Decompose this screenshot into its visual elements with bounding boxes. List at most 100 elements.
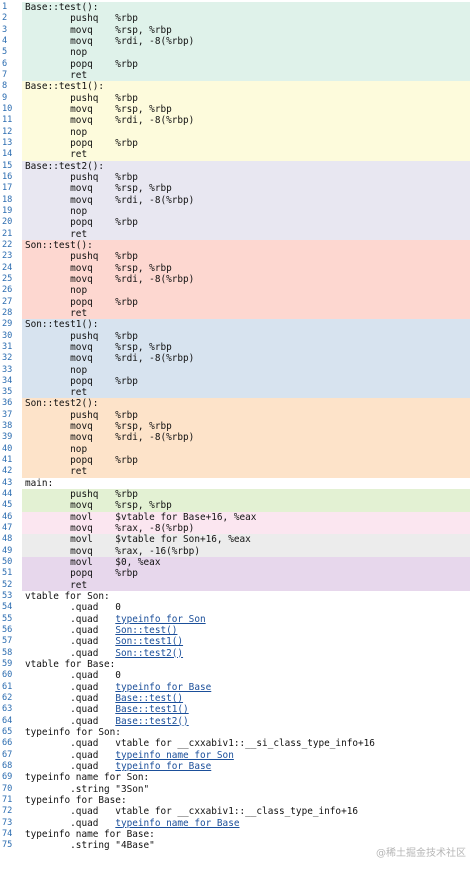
line-number: 7: [2, 69, 8, 80]
code-line: 60 .quad 0: [0, 670, 474, 681]
line-number: 42: [2, 466, 13, 477]
symbol-link[interactable]: Base::test2(): [115, 715, 189, 727]
line-number: 25: [2, 273, 13, 284]
code-line: 48 movl $vtable for Son+16, %eax: [0, 534, 474, 546]
code-text: Son::test1():: [22, 319, 470, 331]
code-line: 41 popq %rbp: [0, 455, 474, 467]
line-number: 24: [2, 262, 13, 273]
line-number: 3: [2, 24, 8, 35]
code-line: 44 pushq %rbp: [0, 489, 474, 501]
code-prefix: .quad: [25, 613, 116, 625]
code-line: 58 .quad Son::test2(): [0, 648, 474, 659]
code-text-with-link: .quad Base::test1(): [22, 704, 470, 715]
code-line: 45 movq %rsp, %rbp: [0, 500, 474, 512]
code-text: movl $vtable for Base+16, %eax: [22, 511, 470, 524]
code-line: 74 typeinfo name for Base:: [0, 829, 474, 840]
code-text: movl $vtable for Son+16, %eax: [22, 534, 470, 546]
line-number: 36: [2, 398, 13, 409]
code-line: 19 nop: [0, 205, 474, 218]
code-text: .string "4Base": [25, 840, 155, 852]
code-prefix: .quad: [25, 760, 116, 772]
code-line: 51 popq %rbp: [0, 568, 474, 580]
line-number: 17: [2, 183, 13, 194]
code-text: Son::test():: [22, 239, 470, 252]
code-text-with-link: .quad typeinfo for Base: [22, 682, 470, 693]
symbol-link[interactable]: typeinfo name for Base: [115, 817, 240, 829]
code-text: movq %rdi, -8(%rbp): [22, 432, 470, 444]
code-prefix: .quad: [25, 636, 116, 648]
line-number: 33: [2, 364, 13, 375]
code-text-with-link: .quad Son::test1(): [22, 636, 470, 647]
line-number: 64: [2, 715, 13, 726]
line-number: 38: [2, 421, 13, 432]
line-number: 69: [2, 772, 13, 783]
code-prefix: .quad: [25, 681, 116, 693]
code-line: 35 ret: [0, 387, 474, 399]
code-line: 38 movq %rsp, %rbp: [0, 421, 474, 433]
code-line: 12 nop: [0, 126, 474, 138]
code-text: pushq %rbp: [22, 489, 470, 501]
code-line: 64 .quad Base::test2(): [0, 716, 474, 727]
line-number: 31: [2, 341, 13, 352]
code-text: movq %rsp, %rbp: [22, 341, 470, 354]
line-number: 16: [2, 171, 13, 182]
line-number: 52: [2, 579, 13, 590]
line-number: 58: [2, 647, 13, 658]
code-line: 46 movl $vtable for Base+16, %eax: [0, 511, 474, 524]
code-text: movq %rsp, %rbp: [22, 183, 470, 195]
line-number: 14: [2, 149, 13, 160]
code-text-with-link: .quad Son::test(): [22, 625, 470, 636]
code-text: movq %rsp, %rbp: [22, 500, 470, 512]
code-line: 49 movq %rax, -16(%rbp): [0, 545, 474, 558]
line-number: 5: [2, 47, 8, 58]
code-line: 33 nop: [0, 364, 474, 376]
code-line: 72 .quad vtable for __cxxabiv1::__class_…: [0, 806, 474, 817]
code-line: 69 typeinfo name for Son:: [0, 772, 474, 783]
line-number: 47: [2, 523, 13, 534]
code-line: 68 .quad typeinfo for Base: [0, 761, 474, 772]
code-text: nop: [22, 364, 470, 376]
code-text: popq %rbp: [22, 296, 470, 308]
line-number: 72: [2, 806, 13, 817]
code-line: 1 Base::test():: [0, 2, 474, 14]
symbol-link[interactable]: typeinfo for Son: [115, 613, 206, 625]
code-line: 59 vtable for Base:: [0, 659, 474, 670]
line-number: 71: [2, 794, 13, 805]
code-line: 30 pushq %rbp: [0, 330, 474, 342]
line-number: 54: [2, 602, 13, 613]
code-line: 55 .quad typeinfo for Son: [0, 614, 474, 625]
code-line: 50 movl $0, %eax: [0, 557, 474, 569]
code-line: 52 ret: [0, 579, 474, 592]
symbol-link[interactable]: Base::test(): [115, 693, 184, 705]
code-text: pushq %rbp: [22, 92, 470, 104]
code-text: movq %rsp, %rbp: [22, 24, 470, 36]
line-number: 41: [2, 455, 13, 466]
line-number: 13: [2, 137, 13, 148]
symbol-link[interactable]: typeinfo for Base: [115, 681, 212, 693]
code-text: nop: [22, 47, 470, 59]
symbol-link[interactable]: Son::test1(): [115, 636, 184, 648]
code-line: 36 Son::test2():: [0, 398, 474, 410]
code-prefix: .quad: [25, 715, 116, 727]
symbol-link[interactable]: typeinfo for Base: [115, 760, 212, 772]
code-text: popq %rbp: [22, 58, 470, 70]
line-number: 37: [2, 409, 13, 420]
line-number: 68: [2, 760, 13, 771]
code-text: pushq %rbp: [22, 13, 470, 25]
line-number: 67: [2, 749, 13, 760]
code-line: 4 movq %rdi, -8(%rbp): [0, 35, 474, 48]
line-number: 65: [2, 727, 13, 737]
line-number: 12: [2, 126, 13, 137]
code-text: movq %rsp, %rbp: [22, 262, 470, 274]
symbol-link[interactable]: Son::test(): [115, 625, 178, 637]
line-number: 55: [2, 613, 13, 624]
symbol-link[interactable]: Base::test1(): [115, 704, 189, 716]
code-line: 13 popq %rbp: [0, 137, 474, 150]
code-text: ret: [22, 466, 470, 478]
symbol-link[interactable]: typeinfo name for Son: [115, 749, 234, 761]
code-line: 9 pushq %rbp: [0, 92, 474, 104]
code-line: 15 Base::test2():: [0, 160, 474, 172]
code-prefix: .quad: [25, 749, 116, 761]
code-text: .string "3Son": [25, 783, 150, 795]
symbol-link[interactable]: Son::test2(): [115, 647, 184, 659]
